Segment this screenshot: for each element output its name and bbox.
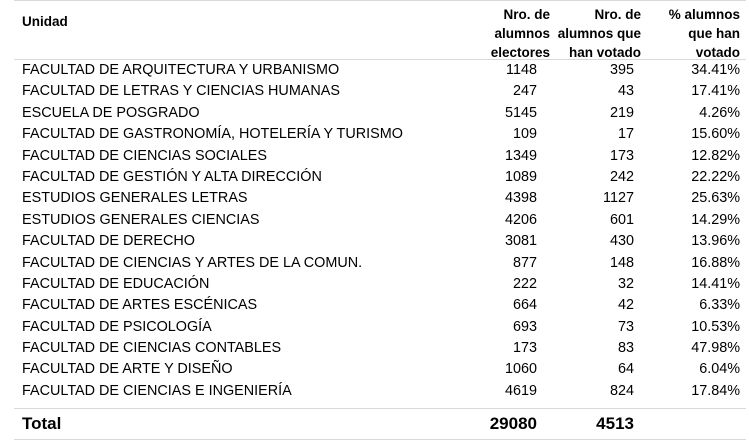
voted-count: 824 (609, 382, 634, 399)
unit-name: FACULTAD DE ARTES ESCÉNICAS (22, 297, 258, 314)
electors-count: 1349 (504, 147, 537, 164)
percent-voted: 12.82% (691, 147, 740, 164)
voted-count: 17 (617, 126, 634, 143)
unit-name: ESTUDIOS GENERALES LETRAS (22, 190, 248, 207)
unit-name: ESCUELA DE POSGRADO (22, 104, 200, 121)
voting-results-table: Unidad Nro. de alumnos electores Nro. de… (14, 0, 746, 440)
electors-count: 4398 (504, 190, 537, 207)
unit-name: FACULTAD DE CIENCIAS CONTABLES (22, 340, 282, 357)
unit-name: FACULTAD DE ARTE Y DISEÑO (22, 361, 233, 378)
percent-voted: 6.33% (699, 297, 740, 314)
total-label: Total (22, 414, 62, 434)
voted-count: 32 (617, 275, 634, 292)
percent-voted: 14.41% (691, 275, 740, 292)
header-unit: Unidad (22, 14, 68, 29)
electors-count: 1148 (506, 62, 537, 78)
voted-count: 73 (617, 318, 634, 335)
table-row: FACULTAD DE ARTES ESCÉNICAS 664 42 6.33% (14, 295, 746, 316)
table-row: FACULTAD DE CIENCIAS SOCIALES 1349 173 12.8… (14, 146, 746, 167)
header-electors: Nro. de alumnos electores (490, 7, 550, 60)
percent-voted: 25.63% (691, 190, 740, 207)
electors-count: 5145 (504, 104, 537, 121)
header-percent: % alumnos que han votado (668, 7, 740, 60)
percent-voted: 14.29% (691, 211, 740, 228)
electors-count: 877 (512, 254, 537, 271)
percent-voted: 13.96% (691, 233, 740, 250)
unit-name: FACULTAD DE LETRAS Y CIENCIAS HUMANAS (22, 83, 340, 100)
percent-voted: 6.04% (699, 361, 740, 378)
percent-voted: 34.41% (691, 62, 740, 78)
voted-count: 395 (609, 62, 634, 78)
table-row: FACULTAD DE PSICOLOGÍA 693 73 10.53% (14, 317, 746, 338)
percent-voted: 47.98% (691, 340, 740, 357)
table-row: FACULTAD DE CIENCIAS CONTABLES 173 83 47.98… (14, 338, 746, 359)
table-row: FACULTAD DE GASTRONOMÍA, HOTELERÍA Y TUR… (14, 124, 746, 145)
table-body: FACULTAD DE ARQUITECTURA Y URBANISMO 1148… (14, 60, 746, 402)
electors-count: 4619 (504, 382, 537, 399)
percent-voted: 10.53% (691, 318, 740, 335)
unit-name: FACULTAD DE ARQUITECTURA Y URBANISMO (22, 62, 340, 78)
voted-count: 42 (617, 297, 634, 314)
percent-voted: 15.60% (691, 126, 740, 143)
unit-name: FACULTAD DE GASTRONOMÍA, HOTELERÍA Y TUR… (22, 126, 403, 143)
table-row: FACULTAD DE GESTIÓN Y ALTA DIRECCIÓN 1089… (14, 167, 746, 188)
table-row: FACULTAD DE CIENCIAS E INGENIERÍA 4619 824… (14, 381, 746, 402)
voted-count: 430 (609, 233, 634, 250)
unit-name: FACULTAD DE PSICOLOGÍA (22, 318, 212, 335)
unit-name: FACULTAD DE CIENCIAS SOCIALES (22, 147, 267, 164)
electors-count: 109 (512, 126, 537, 143)
electors-count: 222 (512, 275, 537, 292)
table-header: Unidad Nro. de alumnos electores Nro. de… (14, 0, 746, 60)
percent-voted: 22.22% (691, 168, 740, 185)
percent-voted: 16.88% (691, 254, 740, 271)
unit-name: FACULTAD DE CIENCIAS E INGENIERÍA (22, 382, 292, 399)
voted-count: 173 (609, 147, 634, 164)
unit-name: FACULTAD DE GESTIÓN Y ALTA DIRECCIÓN (22, 168, 322, 185)
table-row: FACULTAD DE ARTE Y DISEÑO 1060 64 6.04% (14, 359, 746, 380)
voted-count: 148 (609, 254, 634, 271)
table-row: ESCUELA DE POSGRADO 5145 219 4.26% (14, 103, 746, 124)
voted-count: 1127 (603, 190, 634, 207)
total-row: Total 29080 4513 (14, 408, 746, 440)
table-row: FACULTAD DE CIENCIAS Y ARTES DE LA COMUN… (14, 253, 746, 274)
electors-count: 1089 (504, 168, 537, 185)
percent-voted: 17.84% (691, 382, 740, 399)
table-row: FACULTAD DE EDUCACIÓN 222 32 14.41% (14, 274, 746, 295)
voted-count: 242 (609, 168, 634, 185)
table-row: FACULTAD DE LETRAS Y CIENCIAS HUMANAS 247… (14, 81, 746, 102)
table-row: ESTUDIOS GENERALES CIENCIAS 4206 601 14.29% (14, 210, 746, 231)
voted-count: 64 (617, 361, 634, 378)
unit-name: FACULTAD DE EDUCACIÓN (22, 275, 210, 292)
unit-name: FACULTAD DE DERECHO (22, 233, 195, 250)
total-voted: 4513 (596, 414, 634, 434)
header-voted: Nro. de alumnos que han votado (557, 7, 641, 60)
percent-voted: 4.26% (699, 104, 740, 121)
electors-count: 664 (512, 297, 537, 314)
table-row: ESTUDIOS GENERALES LETRAS 4398 1127 25.63% (14, 188, 746, 209)
voted-count: 43 (617, 83, 634, 100)
electors-count: 247 (512, 83, 537, 100)
total-electors: 29080 (489, 414, 537, 434)
electors-count: 173 (512, 340, 537, 357)
voted-count: 83 (617, 340, 634, 357)
electors-count: 1060 (504, 361, 537, 378)
table-row: FACULTAD DE ARQUITECTURA Y URBANISMO 1148… (14, 60, 746, 81)
voted-count: 219 (609, 104, 634, 121)
voted-count: 601 (609, 211, 634, 228)
unit-name: ESTUDIOS GENERALES CIENCIAS (22, 211, 260, 228)
electors-count: 3081 (504, 233, 537, 250)
table-row: FACULTAD DE DERECHO 3081 430 13.96% (14, 231, 746, 252)
unit-name: FACULTAD DE CIENCIAS Y ARTES DE LA COMUN… (22, 254, 363, 271)
percent-voted: 17.41% (691, 83, 740, 100)
electors-count: 4206 (504, 211, 537, 228)
electors-count: 693 (512, 318, 537, 335)
